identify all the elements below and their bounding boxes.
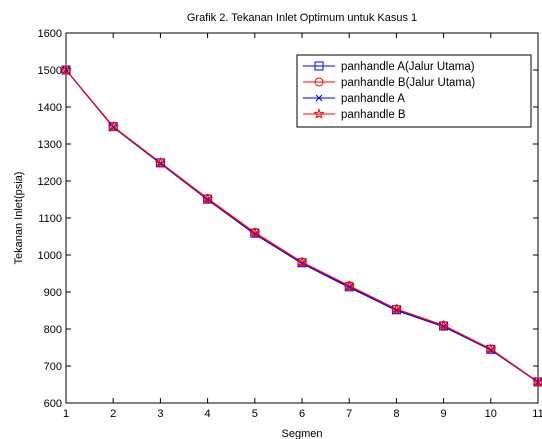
- data-point-series-4: [249, 227, 261, 238]
- y-tick-label: 1400: [38, 102, 62, 114]
- legend-entry: panhandle A: [303, 93, 405, 105]
- y-tick-label: 1000: [38, 250, 62, 262]
- data-point-series-4: [154, 156, 167, 168]
- x-tick-label: 11: [532, 408, 542, 420]
- axis-ticks: 1 2 3 4 5 6 7 8 9 10 11 600 700 800 900 1000 1100 1200 130…: [38, 28, 542, 420]
- y-tick-label: 1500: [38, 65, 62, 77]
- x-tick-label: 6: [299, 408, 305, 420]
- x-tick-label: 5: [252, 408, 258, 420]
- legend-marker: [313, 108, 325, 119]
- legend-marker: [314, 61, 324, 71]
- legend-label: panhandle A: [341, 93, 405, 105]
- x-tick-label: 8: [393, 408, 399, 420]
- legend-entry: panhandle B: [303, 108, 406, 121]
- x-tick-label: 3: [157, 408, 163, 420]
- data-point-series-4: [437, 319, 450, 331]
- x-tick-label: 1: [63, 408, 69, 420]
- y-tick-label: 600: [44, 398, 62, 410]
- legend-box: [296, 54, 532, 128]
- series-lines: [65, 69, 539, 383]
- y-tick-label: 900: [44, 287, 62, 299]
- legend-marker: [314, 77, 324, 87]
- x-tick-label: 7: [346, 408, 352, 420]
- y-tick-label: 1600: [38, 28, 62, 40]
- chart-title: Grafik 2. Tekanan Inlet Optimum untuk Ka…: [187, 12, 417, 24]
- y-tick-label: 700: [44, 361, 62, 373]
- legend-label: panhandle B: [341, 109, 406, 121]
- data-point-series-4: [201, 193, 214, 204]
- x-tick-label: 10: [485, 408, 497, 420]
- legend-entry: panhandle A(Jalur Utama): [303, 61, 475, 73]
- data-point-series-4: [485, 343, 497, 355]
- x-axis-title: Segmen: [282, 428, 323, 439]
- y-tick-label: 1200: [38, 176, 62, 188]
- legend: panhandle A(Jalur Utama) panhandle B(Jalu…: [296, 54, 532, 128]
- series-line-4: [65, 69, 539, 383]
- x-tick-label: 4: [205, 408, 211, 420]
- legend-entry: panhandle B(Jalur Utama): [303, 77, 475, 89]
- legend-label: panhandle A(Jalur Utama): [341, 61, 475, 73]
- data-point-series-4: [532, 375, 542, 387]
- y-tick-label: 1300: [38, 139, 62, 151]
- legend-label: panhandle B(Jalur Utama): [341, 77, 475, 89]
- data-point-series-4: [107, 121, 119, 132]
- y-tick-label: 1100: [38, 213, 62, 225]
- data-point-series-4: [60, 64, 72, 75]
- data-point-series-4: [390, 303, 403, 315]
- legend-marker: [315, 94, 323, 102]
- data-point-series-4: [343, 280, 355, 291]
- y-axis-title: Tekanan Inlet(psia): [13, 172, 25, 265]
- data-point-series-4: [296, 256, 308, 268]
- x-tick-label: 9: [441, 408, 447, 420]
- series-markers: [60, 64, 542, 387]
- x-tick-label: 2: [110, 408, 116, 420]
- y-tick-label: 800: [44, 324, 62, 336]
